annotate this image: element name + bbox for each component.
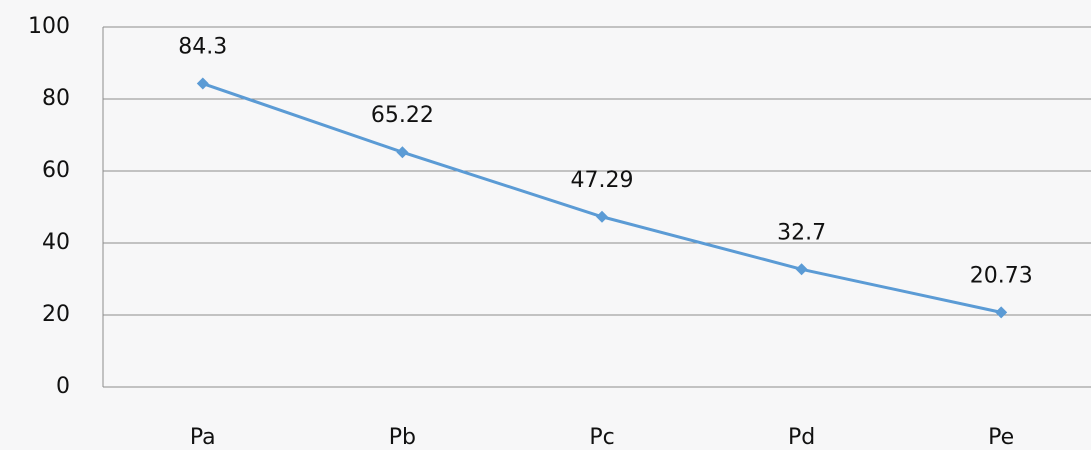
- x-tick-label: Pb: [389, 425, 416, 450]
- data-label: 84.3: [178, 35, 227, 60]
- y-tick-label: 40: [42, 230, 70, 255]
- data-point: [795, 263, 808, 276]
- data-point: [396, 146, 409, 159]
- data-label: 47.29: [571, 168, 634, 193]
- y-tick-label: 100: [28, 14, 70, 39]
- x-tick-label: Pa: [190, 425, 216, 450]
- x-tick-label: Pc: [589, 425, 614, 450]
- y-tick-label: 80: [42, 86, 70, 111]
- y-tick-label: 0: [56, 374, 70, 399]
- data-point: [995, 306, 1008, 319]
- data-label: 32.7: [777, 220, 826, 245]
- y-tick-label: 20: [42, 302, 70, 327]
- x-tick-label: Pd: [788, 425, 815, 450]
- data-label: 20.73: [970, 263, 1033, 288]
- x-tick-label: Pe: [988, 425, 1014, 450]
- data-point: [196, 77, 209, 90]
- data-label: 65.22: [371, 103, 434, 128]
- data-point: [596, 210, 608, 223]
- y-tick-label: 60: [42, 158, 70, 183]
